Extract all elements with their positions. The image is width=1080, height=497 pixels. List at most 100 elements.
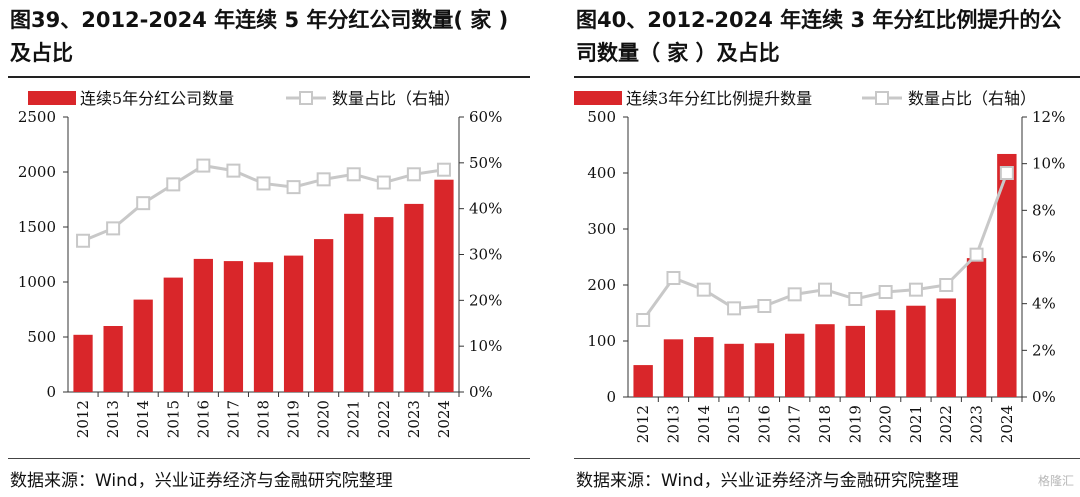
x-tick-label: 2022 xyxy=(375,400,393,438)
y-right-tick-label: 20% xyxy=(469,291,502,309)
y-left-tick-label: 2000 xyxy=(18,163,56,181)
x-tick-label: 2017 xyxy=(786,405,804,443)
x-tick-label: 2024 xyxy=(998,405,1016,443)
bar-2018 xyxy=(815,324,835,397)
x-tick-label: 2021 xyxy=(907,405,925,443)
y-right-tick-label: 60% xyxy=(469,108,502,126)
y-right-tick-label: 40% xyxy=(469,200,502,218)
bar-2019 xyxy=(845,325,866,397)
combo-chart: 连续5年分红公司数量 数量占比（右轴） 2500 2000 1500 1000 500 0 60… xyxy=(18,89,503,438)
bar-2013 xyxy=(103,326,123,392)
ratio-point-2022 xyxy=(376,175,391,190)
ratio-point-2014 xyxy=(136,196,151,211)
x-tick-label: 2013 xyxy=(664,405,682,443)
ratio-point-2020 xyxy=(878,285,893,299)
ratio-point-2014 xyxy=(696,282,711,297)
top-rule xyxy=(574,76,1080,78)
ratio-point-2015 xyxy=(166,177,181,192)
combo-chart: 连续3年分红比例提升数量 数量占比（右轴） 500 400 300 200 100 0 12% 1… xyxy=(574,89,1065,443)
bar-2015 xyxy=(724,343,744,397)
ratio-point-2012 xyxy=(76,233,91,248)
bar-2022 xyxy=(374,217,394,392)
bar-2012 xyxy=(633,365,653,397)
x-tick-label: 2017 xyxy=(224,400,242,438)
ratio-point-2024 xyxy=(999,166,1014,180)
x-tick-label: 2018 xyxy=(816,405,834,443)
y-left-tick-label: 0 xyxy=(46,383,56,401)
legend-marker-line xyxy=(875,91,889,105)
ratio-line xyxy=(641,172,1009,321)
y-left-tick-label: 0 xyxy=(606,388,616,406)
ratio-point-2019 xyxy=(286,180,301,195)
ratio-point-2017 xyxy=(226,163,241,178)
legend-label-line: 数量占比（右轴） xyxy=(332,89,460,108)
bar-2022 xyxy=(936,298,956,397)
x-tick-label: 2020 xyxy=(877,405,895,443)
title-line-2: 司数量（ 家 ）及占比 xyxy=(576,41,780,65)
watermark-text: 格隆汇 xyxy=(1037,474,1074,488)
y-left-tick-label: 1500 xyxy=(18,218,56,236)
ratio-point-2015 xyxy=(727,301,742,316)
bar-2017 xyxy=(784,333,805,397)
y-left-tick-label: 500 xyxy=(587,108,616,126)
bar-2012 xyxy=(73,334,93,392)
bar-2023 xyxy=(404,203,424,392)
y-right-tick-label: 2% xyxy=(1032,341,1056,359)
ratio-point-2018 xyxy=(256,176,271,191)
title-line-2: 及占比 xyxy=(10,41,73,65)
ratio-point-2016 xyxy=(757,299,772,313)
ratio-point-2023 xyxy=(969,247,984,262)
y-left-tick-label: 300 xyxy=(587,220,616,238)
title-line-1: 图40、2012-2024 年连续 3 年分红比例提升的公 xyxy=(576,8,1062,32)
legend-marker-line xyxy=(299,91,313,105)
ratio-point-2017 xyxy=(787,287,802,302)
legend-label-bar: 连续3年分红比例提升数量 xyxy=(626,89,812,108)
ratio-point-2012 xyxy=(636,313,651,327)
y-right-tick-label: 50% xyxy=(469,154,502,172)
bar-2021 xyxy=(344,213,364,392)
source-note: 数据来源：Wind，兴业证券经济与金融研究院整理 xyxy=(576,471,959,491)
y-right-tick-label: 10% xyxy=(469,337,502,355)
x-tick-label: 2024 xyxy=(435,400,453,438)
bottom-rule xyxy=(8,458,530,459)
bar-2024 xyxy=(997,153,1017,397)
x-tick-label: 2019 xyxy=(846,405,864,443)
x-tick-label: 2015 xyxy=(164,400,182,438)
bar-2020 xyxy=(314,239,334,392)
y-left-tick-label: 100 xyxy=(587,332,616,350)
y-right-tick-label: 0% xyxy=(1032,388,1056,406)
ratio-point-2016 xyxy=(196,158,211,173)
ratio-point-2019 xyxy=(848,292,863,306)
chart-title: 图40、2012-2024 年连续 3 年分红比例提升的公 司数量（ 家 ）及占… xyxy=(576,4,1080,70)
bar-2024 xyxy=(434,179,454,392)
ratio-point-2022 xyxy=(939,278,954,292)
x-tick-label: 2016 xyxy=(755,405,773,443)
bar-2016 xyxy=(193,258,213,392)
ratio-point-2018 xyxy=(818,282,832,297)
legend-label-line: 数量占比（右轴） xyxy=(908,89,1036,108)
x-tick-label: 2016 xyxy=(194,400,212,438)
bar-2016 xyxy=(754,343,775,397)
y-left-tick-label: 500 xyxy=(27,328,56,346)
bar-2014 xyxy=(694,337,714,397)
x-tick-label: 2019 xyxy=(285,400,303,438)
legend-label-bar: 连续5年分红公司数量 xyxy=(80,89,234,108)
x-tick-label: 2023 xyxy=(405,400,423,438)
title-line-1: 图39、2012-2024 年连续 5 年分红公司数量( 家 ) xyxy=(10,8,509,32)
chart-panel-left: 图39、2012-2024 年连续 5 年分红公司数量( 家 ) 及占比 连续5… xyxy=(8,4,530,491)
bar-2014 xyxy=(133,299,153,392)
x-tick-label: 2014 xyxy=(134,400,152,438)
chart-title: 图39、2012-2024 年连续 5 年分红公司数量( 家 ) 及占比 xyxy=(10,4,530,70)
x-tick-label: 2012 xyxy=(634,405,652,443)
x-tick-label: 2020 xyxy=(315,400,333,438)
x-tick-label: 2014 xyxy=(695,405,713,443)
source-note: 数据来源：Wind，兴业证券经济与金融研究院整理 xyxy=(10,471,393,491)
ratio-point-2020 xyxy=(316,172,331,187)
bottom-rule xyxy=(574,458,1080,459)
bar-2015 xyxy=(163,277,183,392)
y-right-tick-label: 6% xyxy=(1032,248,1056,266)
x-tick-label: 2023 xyxy=(968,405,986,443)
y-right-tick-label: 0% xyxy=(469,383,493,401)
x-tick-label: 2013 xyxy=(104,400,122,438)
top-rule xyxy=(8,76,530,78)
